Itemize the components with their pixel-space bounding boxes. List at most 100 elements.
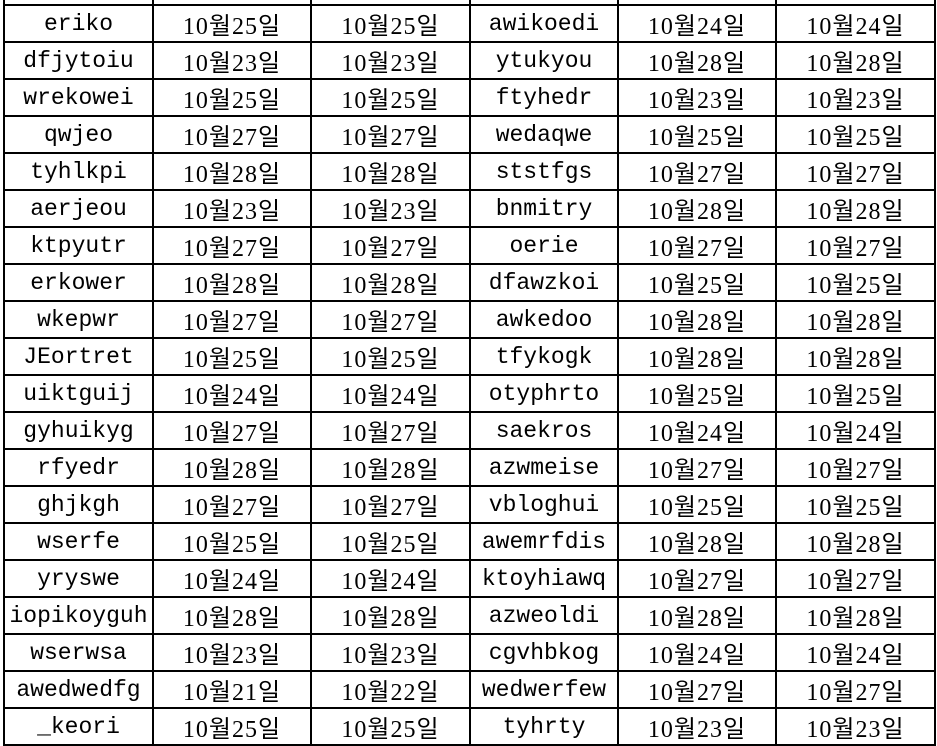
date-cell[interactable]: 10월27일 — [310, 300, 471, 339]
name-cell[interactable]: tyhrty — [469, 707, 619, 746]
date-cell[interactable]: 10월28일 — [775, 337, 936, 376]
name-cell[interactable]: ktoyhiawq — [469, 559, 619, 598]
name-cell[interactable]: aerjeou — [3, 189, 154, 228]
date-cell[interactable]: 10월24일 — [310, 374, 471, 413]
date-cell[interactable]: 10월28일 — [152, 448, 312, 487]
date-cell[interactable]: 10월25일 — [617, 263, 777, 302]
date-cell[interactable]: 10월28일 — [310, 596, 471, 635]
date-cell[interactable]: 10월27일 — [617, 670, 777, 709]
date-cell[interactable]: 10월28일 — [775, 522, 936, 561]
date-cell[interactable]: 10월27일 — [775, 226, 936, 265]
name-cell[interactable]: wserfe — [3, 522, 154, 561]
date-cell[interactable]: 10월27일 — [152, 115, 312, 154]
date-cell[interactable]: 10월25일 — [617, 115, 777, 154]
name-cell[interactable]: ghjkgh — [3, 485, 154, 524]
name-cell[interactable]: otyphrto — [469, 374, 619, 413]
date-cell[interactable]: 10월25일 — [152, 707, 312, 746]
name-cell[interactable]: eriko — [3, 4, 154, 43]
name-cell[interactable]: awemrfdis — [469, 522, 619, 561]
name-cell[interactable]: rfyedr — [3, 448, 154, 487]
date-cell[interactable]: 10월23일 — [775, 707, 936, 746]
name-cell[interactable]: azweoldi — [469, 596, 619, 635]
date-cell[interactable]: 10월25일 — [617, 374, 777, 413]
date-cell[interactable]: 10월28일 — [617, 41, 777, 80]
date-cell[interactable]: 10월28일 — [775, 41, 936, 80]
name-cell[interactable]: cgvhbkog — [469, 633, 619, 672]
date-cell[interactable]: 10월22일 — [310, 670, 471, 709]
date-cell[interactable]: 10월27일 — [310, 115, 471, 154]
date-cell[interactable]: 10월28일 — [775, 300, 936, 339]
date-cell[interactable]: 10월27일 — [310, 226, 471, 265]
date-cell[interactable]: 10월27일 — [617, 226, 777, 265]
date-cell[interactable]: 10월27일 — [775, 670, 936, 709]
name-cell[interactable]: qwjeo — [3, 115, 154, 154]
date-cell[interactable]: 10월27일 — [617, 152, 777, 191]
name-cell[interactable]: awikoedi — [469, 4, 619, 43]
name-cell[interactable]: azwmeise — [469, 448, 619, 487]
date-cell[interactable]: 10월23일 — [152, 633, 312, 672]
date-cell[interactable]: 10월25일 — [152, 522, 312, 561]
name-cell[interactable]: tyhlkpi — [3, 152, 154, 191]
name-cell[interactable]: ftyhedr — [469, 78, 619, 117]
date-cell[interactable]: 10월24일 — [617, 633, 777, 672]
date-cell[interactable]: 10월25일 — [775, 263, 936, 302]
date-cell[interactable]: 10월23일 — [617, 78, 777, 117]
date-cell[interactable]: 10월27일 — [617, 448, 777, 487]
name-cell[interactable]: wkepwr — [3, 300, 154, 339]
date-cell[interactable]: 10월27일 — [617, 559, 777, 598]
date-cell[interactable]: 10월25일 — [310, 707, 471, 746]
date-cell[interactable]: 10월27일 — [775, 448, 936, 487]
name-cell[interactable]: yryswe — [3, 559, 154, 598]
date-cell[interactable]: 10월27일 — [775, 152, 936, 191]
date-cell[interactable]: 10월25일 — [617, 485, 777, 524]
date-cell[interactable]: 10월24일 — [617, 4, 777, 43]
name-cell[interactable]: wserwsa — [3, 633, 154, 672]
date-cell[interactable]: 10월23일 — [310, 41, 471, 80]
date-cell[interactable]: 10월28일 — [310, 263, 471, 302]
date-cell[interactable]: 10월21일 — [152, 670, 312, 709]
date-cell[interactable]: 10월25일 — [152, 4, 312, 43]
date-cell[interactable]: 10월23일 — [152, 41, 312, 80]
date-cell[interactable]: 10월23일 — [617, 707, 777, 746]
date-cell[interactable]: 10월25일 — [775, 374, 936, 413]
date-cell[interactable]: 10월28일 — [310, 448, 471, 487]
name-cell[interactable]: _keori — [3, 707, 154, 746]
date-cell[interactable]: 10월24일 — [152, 559, 312, 598]
date-cell[interactable]: 10월24일 — [775, 4, 936, 43]
date-cell[interactable]: 10월24일 — [775, 633, 936, 672]
name-cell[interactable]: vbloghui — [469, 485, 619, 524]
date-cell[interactable]: 10월25일 — [310, 337, 471, 376]
cell[interactable] — [152, 0, 312, 6]
name-cell[interactable]: wrekowei — [3, 78, 154, 117]
name-cell[interactable]: uiktguij — [3, 374, 154, 413]
date-cell[interactable]: 10월27일 — [152, 411, 312, 450]
date-cell[interactable]: 10월25일 — [152, 337, 312, 376]
date-cell[interactable]: 10월25일 — [310, 4, 471, 43]
date-cell[interactable]: 10월28일 — [310, 152, 471, 191]
date-cell[interactable]: 10월27일 — [310, 411, 471, 450]
date-cell[interactable]: 10월24일 — [775, 411, 936, 450]
name-cell[interactable]: JEortret — [3, 337, 154, 376]
date-cell[interactable]: 10월25일 — [152, 78, 312, 117]
cell[interactable] — [310, 0, 471, 6]
date-cell[interactable]: 10월24일 — [617, 411, 777, 450]
name-cell[interactable]: iopikoyguh — [3, 596, 154, 635]
date-cell[interactable]: 10월28일 — [617, 596, 777, 635]
name-cell[interactable]: dfawzkoi — [469, 263, 619, 302]
cell[interactable] — [617, 0, 777, 6]
name-cell[interactable]: ytukyou — [469, 41, 619, 80]
name-cell[interactable]: wedwerfew — [469, 670, 619, 709]
date-cell[interactable]: 10월28일 — [152, 152, 312, 191]
date-cell[interactable]: 10월28일 — [775, 596, 936, 635]
cell[interactable] — [775, 0, 936, 6]
date-cell[interactable]: 10월24일 — [152, 374, 312, 413]
date-cell[interactable]: 10월28일 — [775, 189, 936, 228]
date-cell[interactable]: 10월24일 — [310, 559, 471, 598]
name-cell[interactable]: bnmitry — [469, 189, 619, 228]
date-cell[interactable]: 10월25일 — [775, 115, 936, 154]
name-cell[interactable]: wedaqwe — [469, 115, 619, 154]
date-cell[interactable]: 10월28일 — [617, 189, 777, 228]
date-cell[interactable]: 10월28일 — [617, 337, 777, 376]
date-cell[interactable]: 10월27일 — [310, 485, 471, 524]
date-cell[interactable]: 10월27일 — [152, 485, 312, 524]
